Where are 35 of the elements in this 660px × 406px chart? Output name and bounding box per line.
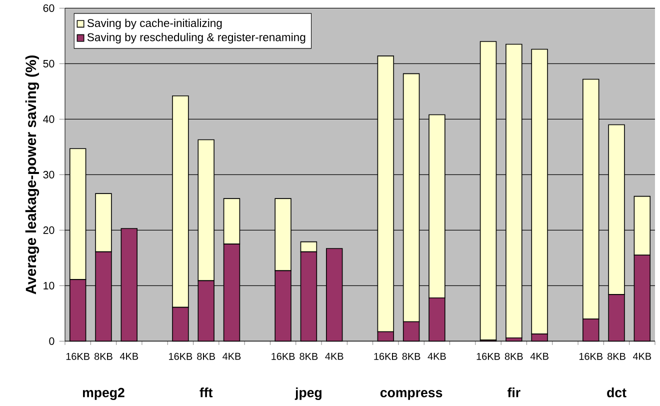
x-tick-label: 16KB <box>579 352 603 360</box>
y-tick-label: 20 <box>43 226 54 234</box>
x-tick-label: 8KB <box>300 352 318 360</box>
x-tick-label: 4KB <box>530 352 548 360</box>
x-tick-label: 16KB <box>374 352 398 360</box>
text: mpeg2 <box>82 388 124 400</box>
x-tick-label: 4KB <box>325 352 344 360</box>
text: compress <box>380 390 442 400</box>
y-tick-label: 10 <box>44 282 54 290</box>
x-tick-label: 16KB <box>169 352 192 360</box>
y-axis-title: Average leakage-power saving (%) <box>25 55 40 294</box>
x-tick-label: 8KB <box>402 352 420 360</box>
bar <box>506 44 522 338</box>
text: jpeg <box>294 387 322 400</box>
x-tick-label: 8KB <box>197 352 215 360</box>
y-tick-label: 30 <box>43 170 54 178</box>
legend-label: Saving by rescheduling & register-renaming <box>87 32 306 44</box>
x-tick-label: 16KB <box>272 352 295 360</box>
text: fir <box>508 387 520 398</box>
x-tick-label: 4KB <box>222 352 241 360</box>
y-tick-label: 60 <box>43 4 54 12</box>
legend-label: Saving by cache-initializing <box>87 18 222 30</box>
y-tick-label: 0 <box>49 337 54 345</box>
text: fft <box>200 387 213 398</box>
x-tick-label: 16KB <box>66 352 90 360</box>
y-tick-label: 50 <box>43 60 54 68</box>
x-tick-label: 8KB <box>608 352 626 360</box>
x-tick-label: 4KB <box>632 352 652 360</box>
x-tick-label: 8KB <box>94 352 112 360</box>
x-tick-label: 16KB <box>476 352 500 360</box>
x-tick-label: 4KB <box>120 352 138 360</box>
text: dct <box>607 387 626 398</box>
x-tick-label: 4KB <box>428 352 446 360</box>
x-tick-label: 8KB <box>504 352 523 360</box>
y-tick-label: 40 <box>43 115 54 123</box>
